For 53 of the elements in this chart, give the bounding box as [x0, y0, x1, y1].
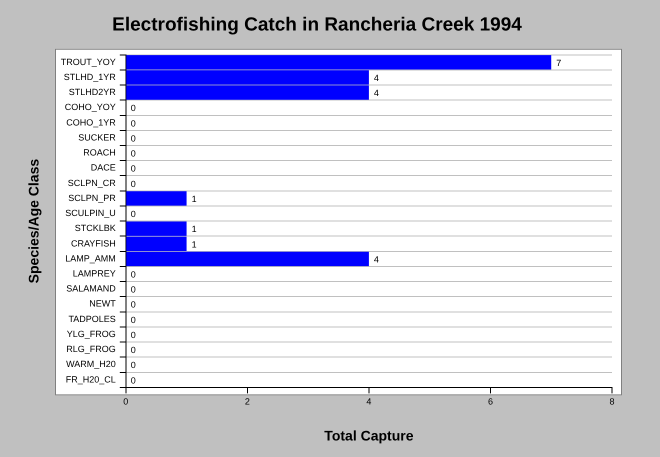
y-tick-label: TROUT_YOY [60, 56, 116, 67]
y-tick-label: YLG_FROG [66, 328, 116, 339]
data-label: 4 [374, 72, 379, 83]
y-tick-label: SCLPN_PR [68, 192, 116, 203]
data-label: 0 [130, 345, 136, 356]
x-tick-label: 8 [609, 396, 615, 406]
data-label: 0 [130, 270, 136, 280]
y-tick-label: RLG_FROG [66, 344, 116, 354]
y-tick-label: STCKLBK [74, 223, 116, 234]
data-label: 1 [192, 239, 197, 250]
x-tick-label: 4 [366, 396, 372, 406]
data-label: 0 [130, 300, 136, 310]
y-tick-label: NEWT [89, 298, 116, 309]
data-label: 4 [374, 88, 379, 98]
chart-title: Electrofishing Catch in Rancheria Creek 1994 [112, 14, 522, 36]
data-label: 0 [130, 330, 136, 340]
data-label: 4 [374, 254, 379, 264]
data-label: 1 [192, 194, 197, 204]
y-axis-title: Species/Age Class [25, 158, 42, 284]
x-tick-label: 0 [123, 396, 128, 406]
x-tick-label: 2 [244, 396, 250, 406]
y-tick-label: SALAMAND [66, 284, 116, 294]
y-tick-label: TADPOLES [68, 314, 116, 324]
y-tick-label: COHO_YOY [64, 102, 116, 112]
data-label: 0 [130, 178, 136, 189]
data-label: 0 [130, 148, 136, 159]
y-tick-label: COHO_1YR [66, 117, 116, 128]
y-tick-label: ROACH [83, 148, 116, 158]
data-label: 0 [130, 314, 136, 325]
y-tick-label: LAMP_AMM [65, 253, 116, 264]
y-tick-label: SCULPIN_U [65, 208, 116, 218]
data-label: 0 [130, 360, 136, 370]
x-axis-title: Total Capture [324, 427, 414, 444]
data-label: 0 [130, 164, 136, 174]
x-tick-label: 6 [488, 396, 493, 406]
data-label: 0 [130, 284, 136, 295]
y-tick-label: SUCKER [78, 132, 116, 142]
y-tick-label: SCLPN_CR [68, 178, 116, 188]
data-label: 7 [556, 58, 562, 68]
data-label: 1 [192, 224, 197, 234]
y-tick-label: FR_H20_CL [66, 374, 116, 384]
data-label: 0 [130, 375, 136, 386]
y-tick-label: STLHD2YR [68, 87, 116, 98]
y-tick-label: DACE [90, 162, 116, 173]
y-tick-label: CRAYFISH [70, 238, 116, 248]
y-tick-label: WARM_H20 [66, 359, 116, 370]
data-label: 0 [130, 118, 136, 128]
data-label: 0 [130, 103, 136, 114]
bar [126, 191, 187, 206]
y-tick-label: LAMPREY [72, 268, 116, 278]
data-label: 0 [130, 209, 136, 220]
y-tick-label: STLHD_1YR [64, 72, 116, 82]
data-label: 0 [130, 133, 136, 144]
